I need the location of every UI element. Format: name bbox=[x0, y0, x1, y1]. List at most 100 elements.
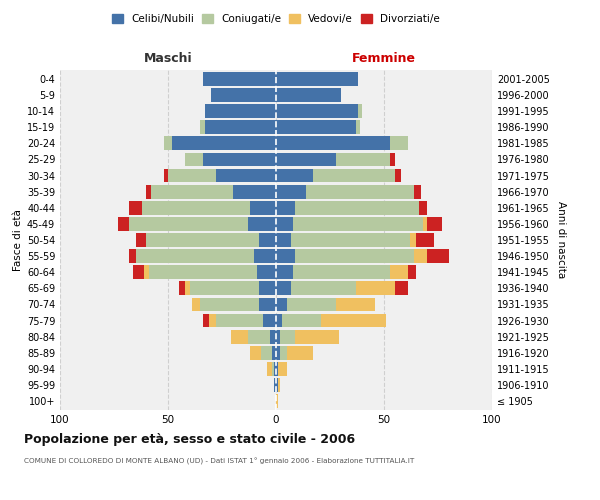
Text: COMUNE DI COLLOREDO DI MONTE ALBANO (UD) - Dati ISTAT 1° gennaio 2006 - Elaboraz: COMUNE DI COLLOREDO DI MONTE ALBANO (UD)… bbox=[24, 458, 414, 464]
Bar bbox=[136, 233, 146, 247]
Bar bbox=[414, 185, 421, 198]
Bar bbox=[276, 136, 391, 150]
Bar bbox=[276, 185, 306, 198]
Bar bbox=[248, 217, 276, 230]
Bar bbox=[250, 346, 261, 360]
Bar bbox=[200, 120, 205, 134]
Bar bbox=[408, 266, 416, 279]
Bar bbox=[248, 330, 269, 344]
Bar bbox=[268, 362, 272, 376]
Bar bbox=[276, 394, 278, 408]
Bar bbox=[391, 152, 395, 166]
Bar bbox=[276, 201, 295, 214]
Bar bbox=[136, 250, 254, 263]
Bar bbox=[151, 185, 233, 198]
Bar bbox=[295, 201, 419, 214]
Bar bbox=[250, 201, 276, 214]
Bar bbox=[293, 217, 423, 230]
Bar bbox=[272, 362, 274, 376]
Bar bbox=[423, 217, 427, 230]
Bar bbox=[276, 72, 358, 86]
Bar bbox=[395, 168, 401, 182]
Bar bbox=[427, 250, 449, 263]
Bar bbox=[164, 168, 168, 182]
Legend: Celibi/Nubili, Coniugati/e, Vedovi/e, Divorziati/e: Celibi/Nubili, Coniugati/e, Vedovi/e, Di… bbox=[108, 10, 444, 29]
Bar bbox=[276, 104, 358, 118]
Bar bbox=[313, 168, 395, 182]
Bar bbox=[419, 201, 427, 214]
Y-axis label: Fasce di età: Fasce di età bbox=[13, 209, 23, 271]
Bar bbox=[129, 250, 136, 263]
Bar bbox=[179, 282, 185, 295]
Bar bbox=[287, 346, 313, 360]
Bar bbox=[410, 233, 416, 247]
Bar bbox=[337, 298, 376, 312]
Bar bbox=[211, 88, 276, 102]
Bar bbox=[230, 330, 248, 344]
Bar bbox=[272, 346, 276, 360]
Bar bbox=[149, 266, 257, 279]
Bar bbox=[291, 282, 356, 295]
Bar bbox=[203, 72, 276, 86]
Bar bbox=[414, 250, 427, 263]
Bar bbox=[337, 152, 391, 166]
Bar bbox=[129, 217, 248, 230]
Bar bbox=[129, 201, 142, 214]
Bar bbox=[391, 136, 408, 150]
Bar bbox=[274, 378, 276, 392]
Bar bbox=[276, 120, 356, 134]
Bar bbox=[283, 314, 322, 328]
Bar bbox=[209, 314, 215, 328]
Bar bbox=[203, 152, 276, 166]
Bar bbox=[280, 330, 295, 344]
Bar bbox=[185, 152, 203, 166]
Bar bbox=[395, 282, 408, 295]
Bar bbox=[276, 330, 280, 344]
Bar bbox=[185, 282, 190, 295]
Bar bbox=[164, 136, 172, 150]
Bar bbox=[291, 233, 410, 247]
Bar bbox=[233, 185, 276, 198]
Bar bbox=[203, 314, 209, 328]
Bar bbox=[295, 330, 338, 344]
Bar bbox=[276, 233, 291, 247]
Bar bbox=[356, 120, 360, 134]
Bar bbox=[263, 314, 276, 328]
Bar bbox=[278, 378, 280, 392]
Bar bbox=[280, 346, 287, 360]
Bar bbox=[168, 168, 215, 182]
Bar bbox=[254, 250, 276, 263]
Bar bbox=[276, 314, 283, 328]
Bar bbox=[257, 266, 276, 279]
Bar bbox=[276, 362, 278, 376]
Bar bbox=[205, 104, 276, 118]
Bar bbox=[306, 185, 414, 198]
Bar bbox=[259, 233, 276, 247]
Bar bbox=[190, 282, 259, 295]
Y-axis label: Anni di nascita: Anni di nascita bbox=[556, 202, 566, 278]
Bar bbox=[172, 136, 276, 150]
Bar bbox=[358, 104, 362, 118]
Bar bbox=[118, 217, 129, 230]
Bar bbox=[276, 152, 337, 166]
Bar bbox=[276, 282, 291, 295]
Bar bbox=[142, 201, 250, 214]
Bar bbox=[192, 298, 200, 312]
Bar bbox=[276, 266, 293, 279]
Bar bbox=[295, 250, 414, 263]
Text: Femmine: Femmine bbox=[352, 52, 416, 65]
Bar bbox=[427, 217, 442, 230]
Text: Maschi: Maschi bbox=[143, 52, 193, 65]
Bar bbox=[276, 346, 280, 360]
Bar bbox=[276, 168, 313, 182]
Bar bbox=[293, 266, 391, 279]
Bar bbox=[276, 298, 287, 312]
Bar bbox=[200, 298, 259, 312]
Bar bbox=[261, 346, 272, 360]
Bar bbox=[322, 314, 386, 328]
Bar bbox=[278, 362, 287, 376]
Bar bbox=[269, 330, 276, 344]
Bar bbox=[274, 362, 276, 376]
Text: Popolazione per età, sesso e stato civile - 2006: Popolazione per età, sesso e stato civil… bbox=[24, 432, 355, 446]
Bar bbox=[391, 266, 408, 279]
